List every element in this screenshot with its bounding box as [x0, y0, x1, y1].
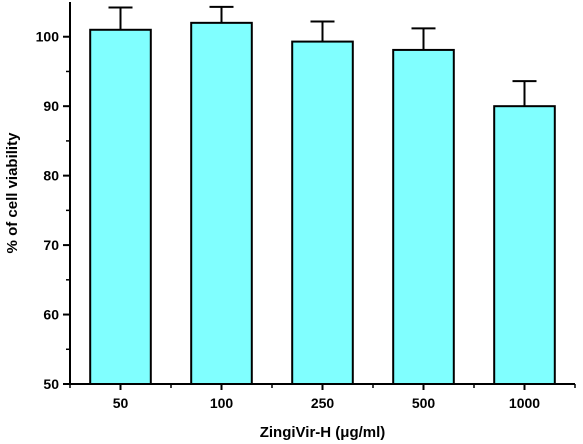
y-tick-label-50: 50: [43, 376, 59, 392]
x-tick-label-1000: 1000: [509, 395, 540, 411]
x-axis-label: ZingiVir-H (μg/ml): [260, 424, 386, 441]
y-tick-label-80: 80: [43, 168, 59, 184]
bar-50: [89, 28, 152, 385]
y-tick-label-100: 100: [36, 29, 60, 45]
x-ticks-group: 50 100 250 500 1000: [69, 384, 576, 411]
y-tick-label-60: 60: [43, 307, 59, 323]
y-tick-label-90: 90: [43, 98, 59, 114]
bar-500: [392, 48, 455, 385]
x-tick-label-250: 250: [311, 395, 335, 411]
bar-1000: [493, 105, 556, 385]
x-tick-label-100: 100: [210, 395, 234, 411]
error-bars-group: [108, 5, 537, 107]
x-tick-label-500: 500: [412, 395, 436, 411]
y-tick-label-70: 70: [43, 237, 59, 253]
bar-250: [291, 40, 354, 386]
y-ticks-group: 50 60 70 80 90 100: [36, 29, 70, 392]
bar-100: [190, 21, 253, 385]
bars-group: [89, 21, 556, 386]
y-axis-label: % of cell viability: [4, 132, 21, 254]
x-tick-label-50: 50: [113, 395, 129, 411]
